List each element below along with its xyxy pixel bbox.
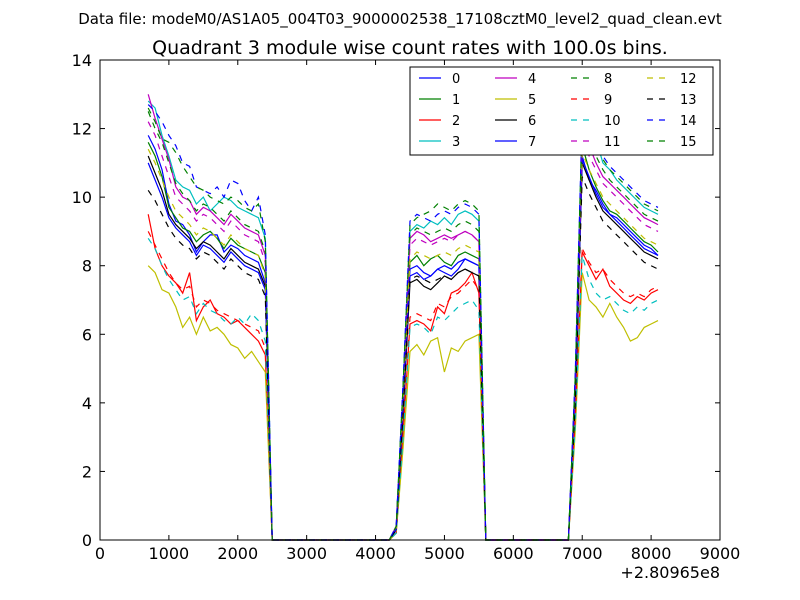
series-line-9 [147, 231, 659, 541]
legend-label-10: 10 [604, 114, 621, 129]
x-tick-label: 1000 [149, 544, 190, 563]
data-file-label: Data file: modeM0/AS1A05_004T03_90000025… [78, 10, 722, 29]
legend-label-11: 11 [604, 135, 621, 150]
legend-label-8: 8 [604, 72, 612, 87]
legend-box [409, 66, 714, 156]
y-tick-label: 2 [82, 462, 92, 481]
legend-label-13: 13 [680, 93, 697, 108]
x-axis: 0 1000 2000 3000 4000 5000 6000 7000 8000 9000 [95, 60, 740, 563]
x-offset-label: +2.80965e8 [620, 563, 720, 582]
chart-title: Quadrant 3 module wise count rates with … [152, 37, 668, 59]
legend-label-2: 2 [452, 114, 460, 129]
x-tick-label: 5000 [424, 544, 465, 563]
legend-label-3: 3 [452, 135, 460, 150]
legend-label-4: 4 [528, 72, 536, 87]
x-tick-label: 6000 [493, 544, 534, 563]
y-tick-label: 10 [72, 188, 92, 207]
y-tick-label: 12 [72, 120, 92, 139]
x-tick-label: 2000 [217, 544, 258, 563]
legend-label-15: 15 [680, 135, 697, 150]
y-tick-label: 8 [82, 257, 92, 276]
x-tick-label: 4000 [355, 544, 396, 563]
series-line-13 [147, 176, 659, 541]
y-tick-label: 4 [82, 394, 92, 413]
x-tick-label: 7000 [562, 544, 603, 563]
y-tick-label: 6 [82, 325, 92, 344]
legend-label-6: 6 [528, 114, 536, 129]
x-tick-label: 8000 [631, 544, 672, 563]
series-layer [147, 94, 659, 541]
x-tick-label: 9000 [700, 544, 741, 563]
x-tick-label: 3000 [286, 544, 327, 563]
legend-label-1: 1 [452, 93, 460, 108]
legend-label-0: 0 [452, 72, 460, 87]
series-line-10 [147, 237, 659, 541]
series-line-5 [147, 265, 659, 541]
x-tick-label: 0 [95, 544, 105, 563]
series-line-15 [147, 107, 659, 541]
y-tick-label: 14 [72, 51, 92, 70]
y-tick-label: 0 [82, 531, 92, 550]
legend-label-7: 7 [528, 135, 536, 150]
legend-label-5: 5 [528, 93, 536, 108]
legend-label-12: 12 [680, 72, 697, 87]
plot-frame [99, 59, 721, 541]
legend-label-14: 14 [680, 114, 697, 129]
legend-label-9: 9 [604, 93, 612, 108]
series-line-12 [147, 148, 659, 541]
series-line-14 [147, 104, 659, 541]
